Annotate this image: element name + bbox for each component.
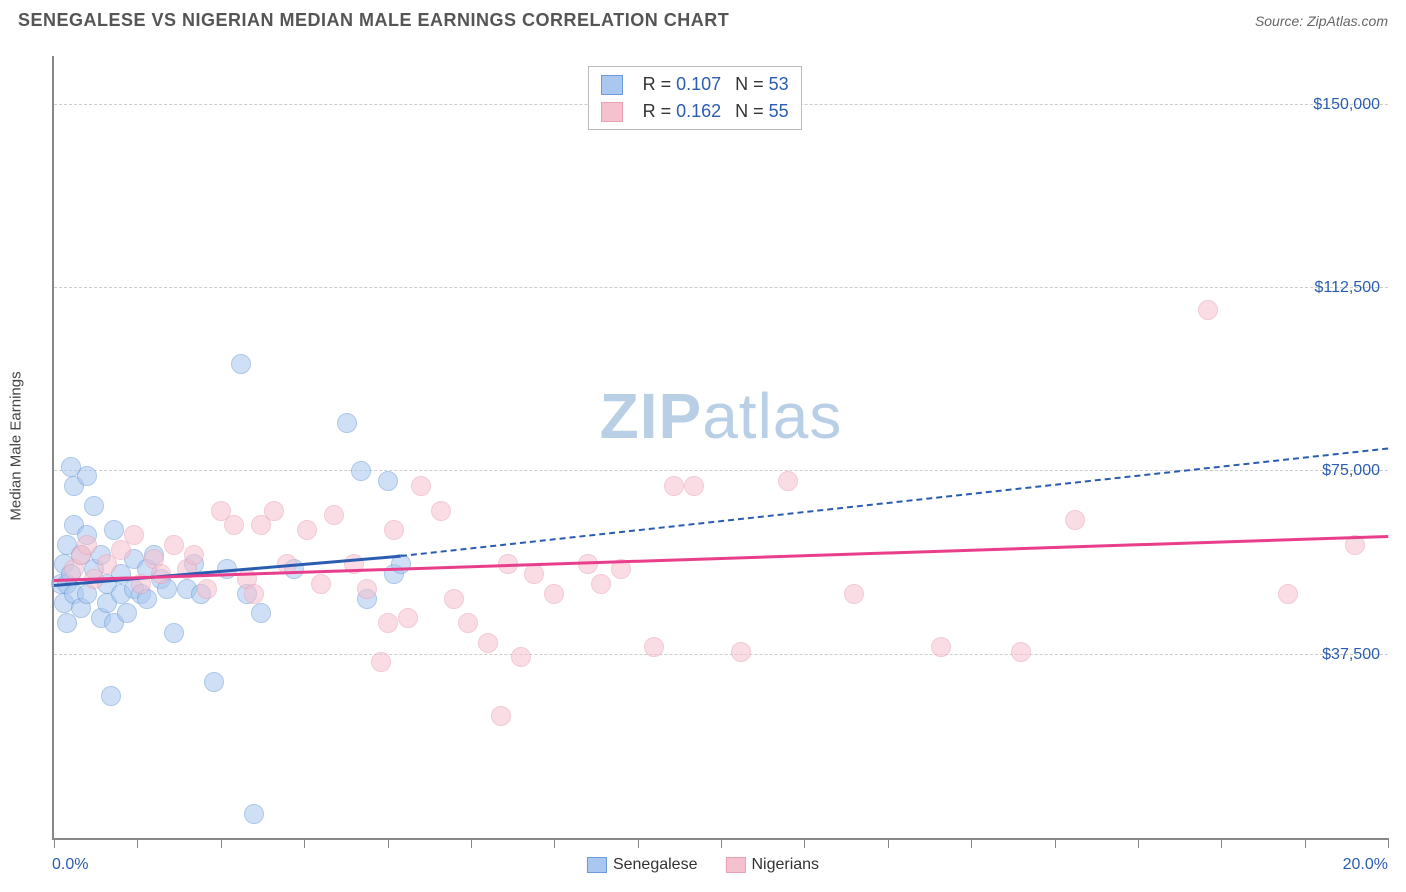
x-tick	[554, 838, 555, 848]
x-tick	[1055, 838, 1056, 848]
chart-title: SENEGALESE VS NIGERIAN MEDIAN MALE EARNI…	[18, 10, 729, 31]
data-point	[511, 647, 531, 667]
data-point	[104, 520, 124, 540]
data-point	[84, 496, 104, 516]
x-tick	[1138, 838, 1139, 848]
legend-label: Senegalese	[613, 856, 698, 873]
legend-label: Nigerians	[751, 856, 819, 873]
data-point	[101, 686, 121, 706]
data-point	[244, 804, 264, 824]
data-point	[664, 476, 684, 496]
legend-swatch	[601, 75, 623, 95]
data-point	[311, 574, 331, 594]
data-point	[398, 608, 418, 628]
data-point	[251, 603, 271, 623]
data-point	[1198, 300, 1218, 320]
stats-row: R = 0.162 N = 55	[601, 98, 789, 125]
data-point	[117, 603, 137, 623]
x-tick	[971, 838, 972, 848]
x-tick	[388, 838, 389, 848]
source-attribution: Source: ZipAtlas.com	[1255, 13, 1388, 29]
stat-r-label: R = 0.162	[643, 98, 722, 125]
y-tick-label: $150,000	[1313, 96, 1380, 114]
data-point	[591, 574, 611, 594]
trend-line	[54, 535, 1388, 582]
data-point	[378, 471, 398, 491]
stats-row: R = 0.107 N = 53	[601, 71, 789, 98]
data-point	[684, 476, 704, 496]
x-tick	[221, 838, 222, 848]
data-point	[931, 637, 951, 657]
data-point	[491, 706, 511, 726]
data-point	[231, 354, 251, 374]
stat-n-label: N = 53	[735, 71, 789, 98]
x-tick	[1388, 838, 1389, 848]
data-point	[164, 535, 184, 555]
data-point	[351, 461, 371, 481]
data-point	[164, 623, 184, 643]
data-point	[337, 413, 357, 433]
data-point	[1065, 510, 1085, 530]
legend-swatch	[725, 857, 745, 873]
data-point	[444, 589, 464, 609]
x-tick	[1305, 838, 1306, 848]
data-point	[844, 584, 864, 604]
x-tick	[54, 838, 55, 848]
x-tick	[888, 838, 889, 848]
data-point	[357, 579, 377, 599]
x-tick	[137, 838, 138, 848]
gridline	[54, 654, 1388, 655]
x-axis-min-label: 0.0%	[52, 856, 88, 874]
data-point	[778, 471, 798, 491]
y-tick-label: $37,500	[1322, 646, 1380, 664]
data-point	[77, 535, 97, 555]
data-point	[644, 637, 664, 657]
series-legend: Senegalese Nigerians	[587, 856, 819, 874]
data-point	[204, 672, 224, 692]
x-tick	[1221, 838, 1222, 848]
data-point	[524, 564, 544, 584]
data-point	[731, 642, 751, 662]
x-axis-max-label: 20.0%	[1343, 856, 1388, 874]
data-point	[478, 633, 498, 653]
data-point	[224, 515, 244, 535]
x-tick	[304, 838, 305, 848]
data-point	[384, 520, 404, 540]
data-point	[1011, 642, 1031, 662]
data-point	[324, 505, 344, 525]
data-point	[378, 613, 398, 633]
data-point	[1278, 584, 1298, 604]
data-point	[431, 501, 451, 521]
chart-plot-area: $37,500$75,000$112,500$150,000 ZIPatlas …	[52, 56, 1388, 840]
x-tick	[638, 838, 639, 848]
gridline	[54, 287, 1388, 288]
data-point	[458, 613, 478, 633]
data-point	[184, 545, 204, 565]
x-tick	[471, 838, 472, 848]
data-point	[264, 501, 284, 521]
data-point	[244, 584, 264, 604]
y-tick-label: $75,000	[1322, 462, 1380, 480]
data-point	[197, 579, 217, 599]
legend-swatch	[587, 857, 607, 873]
data-point	[411, 476, 431, 496]
x-tick	[721, 838, 722, 848]
stat-n-label: N = 55	[735, 98, 789, 125]
correlation-stats-legend: R = 0.107 N = 53 R = 0.162 N = 55	[588, 66, 802, 130]
legend-swatch	[601, 102, 623, 122]
data-point	[544, 584, 564, 604]
y-axis-title: Median Male Earnings	[8, 371, 25, 520]
stat-r-label: R = 0.107	[643, 71, 722, 98]
data-point	[297, 520, 317, 540]
legend-item: Nigerians	[725, 856, 819, 874]
x-tick	[804, 838, 805, 848]
legend-item: Senegalese	[587, 856, 698, 874]
data-point	[77, 466, 97, 486]
data-point	[124, 525, 144, 545]
y-tick-label: $112,500	[1314, 279, 1380, 297]
data-point	[371, 652, 391, 672]
